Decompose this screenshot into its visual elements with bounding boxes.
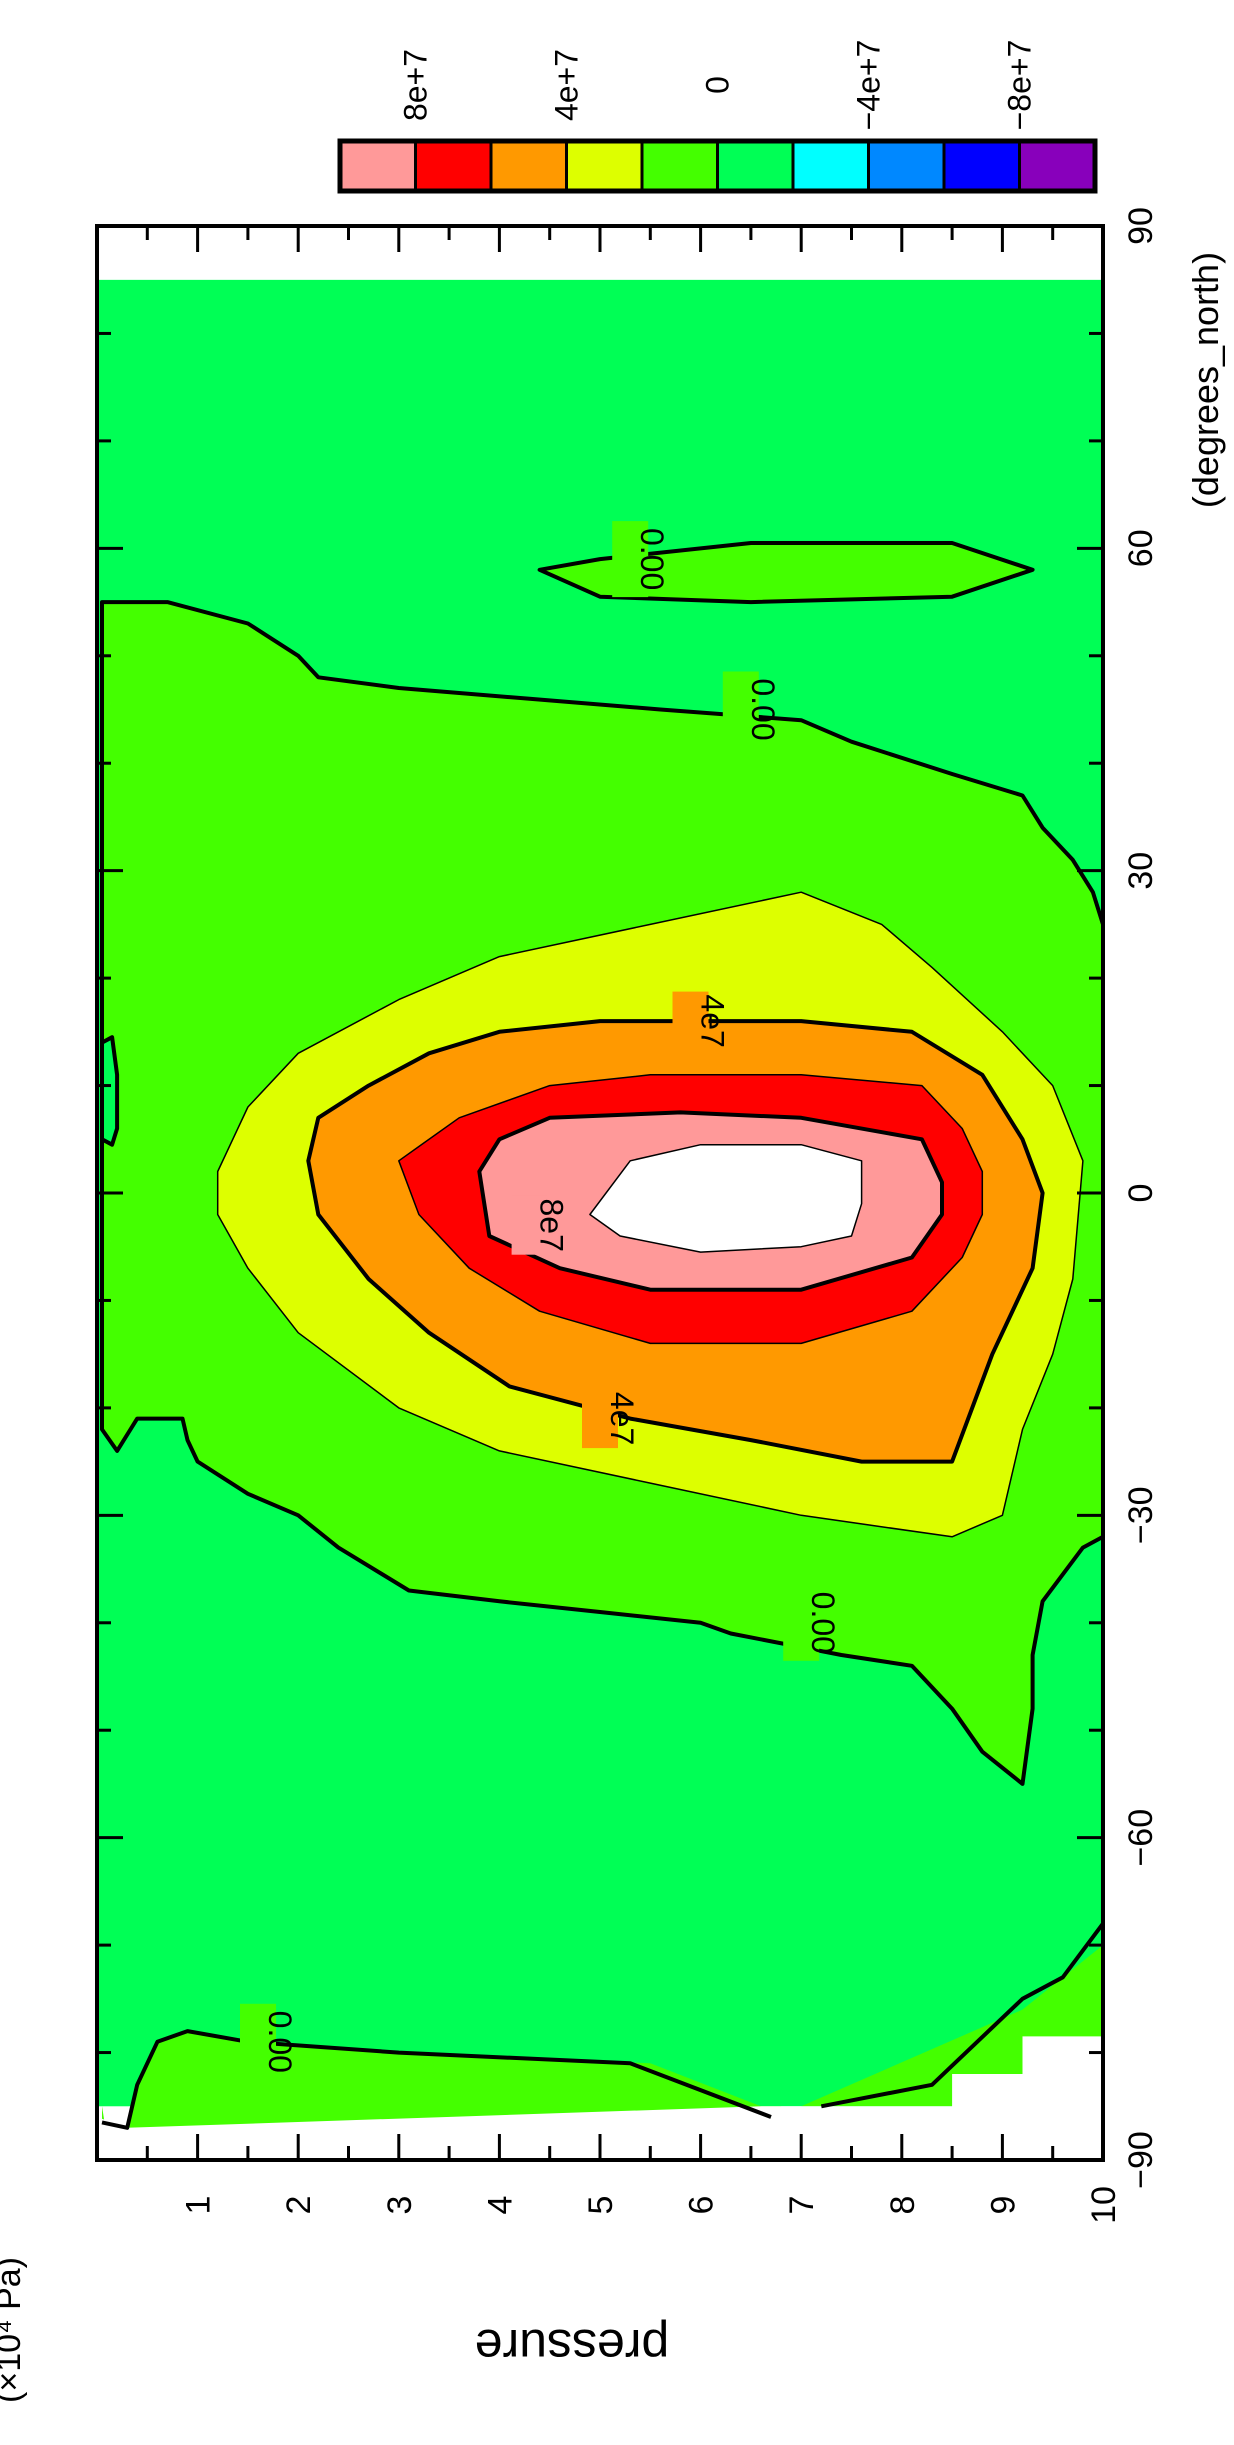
- x-tick-label: 60: [1122, 529, 1160, 567]
- contour-label-bg: [672, 991, 709, 1051]
- y-axis-label: pressure: [475, 2319, 670, 2375]
- contour-label-bg: [240, 2003, 276, 2080]
- y-tick-label: 10: [1085, 2186, 1123, 2224]
- y-tick-label: 9: [984, 2196, 1022, 2215]
- colorbar-swatch: [489, 139, 568, 193]
- contour-fill-island-60n: [537, 541, 1035, 605]
- contour-fill-top-strip: [100, 1035, 120, 1147]
- colorbar-swatch: [1018, 139, 1097, 193]
- colorbar-label: 4e+7: [549, 49, 585, 121]
- contour-label: 0.00: [805, 1592, 841, 1654]
- colorbar: [337, 138, 1098, 194]
- colorbar-label: −8e+7: [1002, 40, 1038, 131]
- contour-label: 4e7: [695, 994, 731, 1047]
- contour-label-bg: [612, 521, 649, 598]
- colorbar-label: 0: [700, 76, 736, 94]
- colorbar-labels: 8e+7 4e+7 0 −4e+7 −8e+7: [398, 40, 1038, 131]
- y-tick-label: 8: [884, 2196, 922, 2215]
- contour-label: 4e7: [604, 1392, 640, 1445]
- contour-label-6-group: 0.00: [240, 2003, 298, 2080]
- x-tick-label: 30: [1122, 852, 1160, 890]
- contour-label-4-group: 0.00: [722, 671, 781, 748]
- y-tick-labels: 1 2 3 4 5 6 7 8 9 10: [180, 2186, 1123, 2224]
- colorbar-swatch: [414, 139, 493, 193]
- y-tick-label: 7: [783, 2196, 821, 2215]
- contour-label-0-group: 8e7: [511, 1195, 570, 1255]
- x-axis-label: (degrees_north): [1185, 252, 1226, 508]
- colorbar-swatch: [942, 139, 1021, 193]
- contour-labels: 8e7 4e7 4e7 0.00 0.00 0.00 0.00: [240, 521, 841, 2080]
- contour-label: 0.00: [745, 678, 781, 740]
- colorbar-swatch: [640, 139, 719, 193]
- contour-label-bg: [511, 1195, 548, 1255]
- y-axis-unit: (×10⁴ Pa): [0, 2257, 28, 2403]
- y-tick-label: 4: [481, 2196, 519, 2215]
- plot-area: 8e7 4e7 4e7 0.00 0.00 0.00 0.00: [95, 224, 1105, 2162]
- x-tick-label: −60: [1122, 1809, 1160, 1867]
- contour-line-left-wedge: [101, 2029, 772, 2130]
- colorbar-swatch: [338, 139, 417, 193]
- contour-label-3-group: 0.00: [612, 521, 670, 598]
- colorbar-label: 8e+7: [398, 49, 434, 121]
- y-tick-label: 1: [180, 2196, 218, 2215]
- contour-label-bg: [582, 1389, 618, 1449]
- contour-label-2-group: 4e7: [582, 1389, 640, 1449]
- colorbar-label: −4e+7: [851, 40, 887, 131]
- contour-lines: [101, 1922, 1105, 2130]
- x-tick-label: 90: [1122, 207, 1160, 245]
- contour-label-bg: [783, 1584, 820, 1661]
- contour-label-5-group: 0.00: [783, 1584, 841, 1661]
- contour-label-bg: [722, 671, 759, 748]
- contour-label: 0.00: [634, 528, 670, 590]
- contour-fill-maximum: [589, 1143, 863, 1253]
- contour-label-1-group: 4e7: [672, 991, 731, 1051]
- x-tick-labels: −90 −60 −30 0 30 60 90: [1122, 207, 1160, 2189]
- x-tick-label: −90: [1122, 2131, 1160, 2189]
- contour-line-bottom-left: [820, 1922, 1105, 2109]
- colorbar-swatch: [867, 139, 946, 193]
- y-tick-label: 2: [280, 2196, 318, 2215]
- contour-label: 0.00: [262, 2011, 298, 2073]
- y-tick-label: 6: [683, 2196, 721, 2215]
- colorbar-frame: [337, 138, 1098, 194]
- colorbar-swatch: [565, 139, 644, 193]
- contour-label: 8e7: [534, 1199, 570, 1252]
- colorbar-swatch: [791, 139, 870, 193]
- y-tick-label: 3: [381, 2196, 419, 2215]
- contour-fills: [97, 226, 1105, 2160]
- axis-ticks: [97, 224, 1103, 2162]
- x-tick-label: 0: [1122, 1184, 1160, 1203]
- missing-bottom-cells: [97, 2036, 1103, 2160]
- colorbar-swatch: [716, 139, 795, 193]
- y-tick-label: 5: [582, 2196, 620, 2215]
- x-tick-label: −30: [1122, 1486, 1160, 1544]
